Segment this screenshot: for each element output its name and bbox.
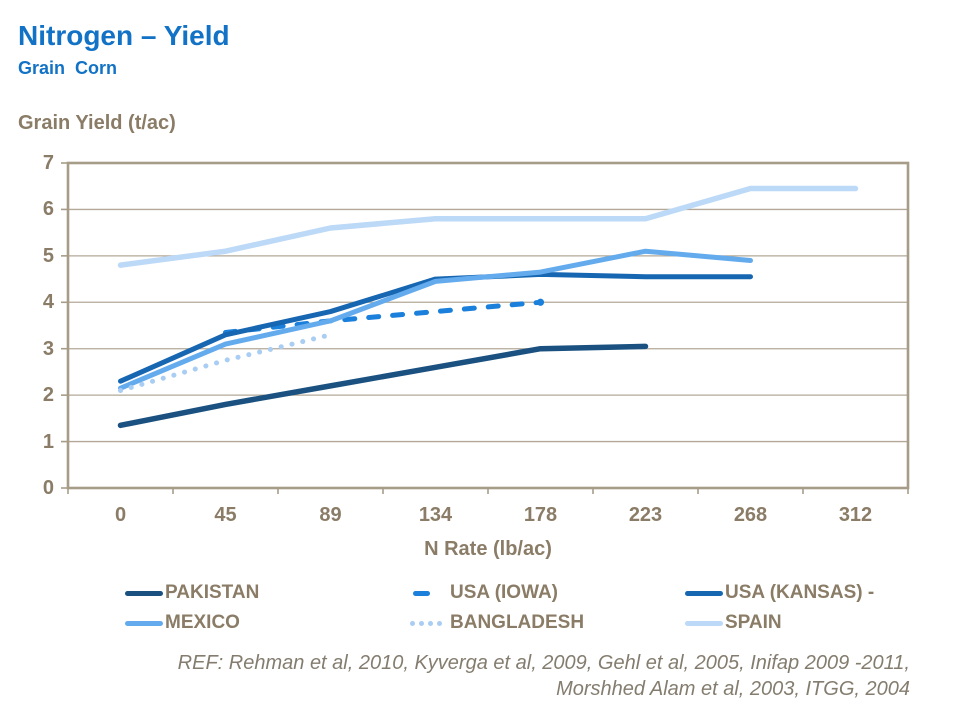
legend-swatch-dashed-icon: [410, 590, 450, 596]
legend-swatch-solid-icon: [125, 620, 165, 626]
plot-border: [66, 161, 910, 490]
page-subtitle: Grain Corn: [18, 58, 118, 78]
page-title: Nitrogen – Yield: [18, 20, 230, 51]
x-tick-label: 134: [418, 504, 453, 526]
y-tick-label: 6: [42, 198, 54, 221]
line-spain: [117, 185, 859, 268]
legend-swatch-solid-icon: [125, 590, 165, 596]
y-tick-label: 0: [42, 477, 54, 499]
legend-item-usa-iowa: USA (IOWA): [410, 580, 558, 606]
x-tick-label: 178: [523, 504, 558, 526]
legend-item-mexico: MEXICO: [125, 610, 240, 636]
y-tick-label: 7: [42, 152, 54, 174]
x-tick-label: 89: [319, 504, 342, 526]
x-tick-label: 268: [733, 504, 768, 526]
legend-label: USA (KANSAS) -: [725, 582, 875, 603]
y-tick-label: 3: [42, 337, 54, 360]
legend-item-usa-kansas: USA (KANSAS) -: [685, 580, 874, 606]
legend-item-bangladesh: BANGLADESH: [410, 610, 584, 636]
legend-swatch-solid-icon: [685, 620, 725, 626]
x-tick-label: 0: [114, 504, 127, 526]
line-bangladesh: [118, 332, 333, 393]
legend-label: SPAIN: [725, 612, 782, 633]
chart-legend: PAKISTAN USA (IOWA) USA (KANSAS) - MEXICO BA…: [68, 580, 928, 642]
y-tick-label: 5: [42, 244, 54, 267]
y-tick-label: 2: [42, 384, 54, 407]
x-tick-label: 223: [628, 504, 663, 526]
legend-item-spain: SPAIN: [685, 610, 782, 636]
x-tick-label: 45: [214, 504, 237, 526]
chart-plot-area: [61, 161, 910, 494]
y-axis-title: Grain Yield (t/ac): [18, 112, 176, 134]
legend-label: MEXICO: [165, 612, 240, 633]
legend-swatch-dotted-icon: [410, 620, 450, 626]
legend-label: BANGLADESH: [450, 612, 585, 633]
legend-item-pakistan: PAKISTAN: [125, 580, 259, 606]
line-usa-iowa-end-dot: [536, 298, 545, 306]
y-tick-label: 1: [42, 430, 54, 453]
legend-swatch-solid-icon: [685, 590, 725, 596]
legend-label: PAKISTAN: [165, 582, 260, 603]
x-tick-label: 312: [838, 504, 873, 526]
chart-canvas: [61, 161, 910, 494]
legend-label: USA (IOWA): [450, 582, 559, 603]
ref-line-1: REF: Rehman et al, 2010, Kyverga et al, …: [177, 652, 910, 674]
y-tick-label: 4: [42, 291, 54, 314]
line-mexico: [118, 248, 753, 391]
line-pakistan: [117, 343, 649, 429]
ref-line-2: Morshhed Alam et al, 2003, ITGG, 2004: [556, 678, 910, 700]
line-usa-iowa: [223, 299, 543, 335]
x-axis-title: N Rate (lb/ac): [424, 538, 552, 560]
reference-text: REF: Rehman et al, 2010, Kyverga et al, …: [30, 650, 910, 702]
